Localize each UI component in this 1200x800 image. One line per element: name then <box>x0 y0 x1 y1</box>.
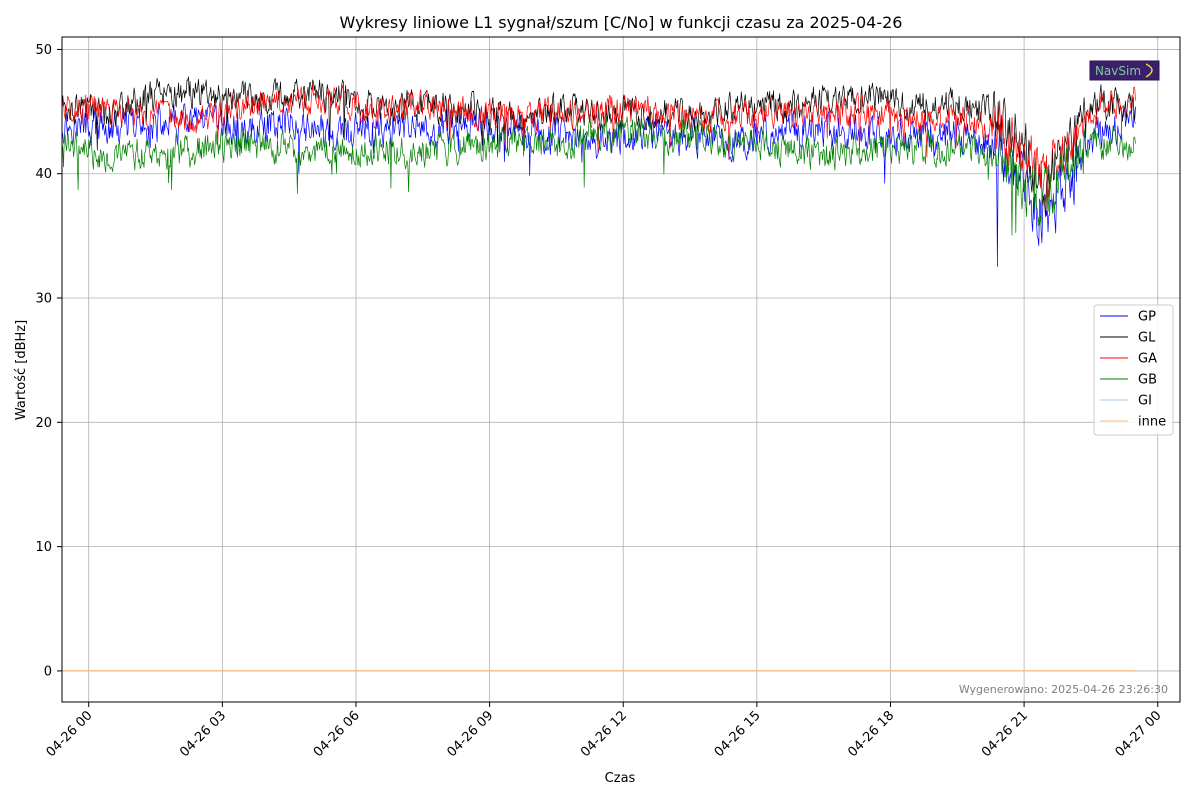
legend: GP GL GA GB GI inne <box>1093 304 1174 436</box>
chart-title: Wykresy liniowe L1 sygnał/szum [C/No] w … <box>340 13 903 32</box>
series-line-gl <box>61 76 1136 218</box>
y-tick-label: 30 <box>35 292 52 307</box>
legend-label-inne: inne <box>1138 415 1166 430</box>
y-axis-title: Wartość [dBHz] <box>14 320 29 420</box>
x-axis-title: Czas <box>605 771 636 786</box>
legend-label-gi: GI <box>1138 394 1152 409</box>
y-axis-ticks: 0 10 20 30 40 50 <box>35 43 62 679</box>
series-line-ga <box>61 85 1136 210</box>
legend-label-gp: GP <box>1138 310 1156 325</box>
legend-label-gl: GL <box>1138 331 1156 346</box>
logo-swoosh-icon <box>1145 63 1153 78</box>
y-tick-label: 20 <box>35 416 52 431</box>
legend-label-ga: GA <box>1138 352 1157 367</box>
logo-text: NavSim <box>1095 64 1141 78</box>
y-tick-label: 40 <box>35 167 52 182</box>
navsim-logo: NavSim <box>1089 60 1160 81</box>
series-lines <box>61 76 1136 672</box>
legend-label-gb: GB <box>1138 373 1157 388</box>
y-tick-label: 10 <box>35 540 52 555</box>
plot-frame <box>61 36 1181 703</box>
generated-timestamp: Wygenerowano: 2025-04-26 23:26:30 <box>959 683 1168 696</box>
logo-badge <box>1089 60 1160 81</box>
series-line-gb <box>61 116 1136 236</box>
y-tick-label: 50 <box>35 43 52 58</box>
y-tick-label: 0 <box>44 664 52 679</box>
